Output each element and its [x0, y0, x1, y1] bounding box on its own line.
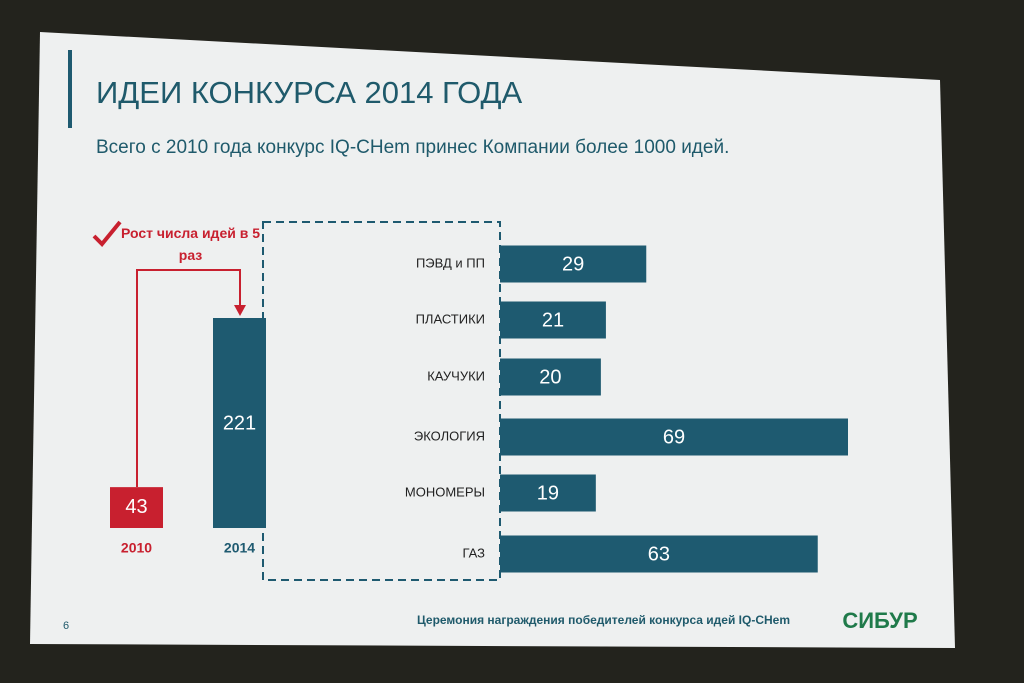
title-accent: [68, 50, 72, 128]
data-label: 63: [648, 543, 670, 565]
title: ИДЕИ КОНКУРСА 2014 ГОДА: [96, 75, 523, 110]
bar: [500, 535, 818, 573]
bar: [500, 418, 848, 456]
data-label: 43: [125, 496, 147, 518]
category-label: 2010: [121, 540, 152, 556]
bar: [110, 487, 163, 528]
data-label: 20: [539, 366, 561, 388]
dashed-box: [262, 221, 501, 581]
bar: [500, 301, 606, 339]
category-label: ГАЗ: [462, 545, 485, 560]
check-mark: [92, 220, 122, 247]
category-label: ЭКОЛОГИЯ: [414, 428, 485, 443]
bar: [213, 318, 266, 528]
data-label: 69: [663, 426, 685, 448]
logo: СИБУР: [842, 608, 917, 633]
category-label: МОНОМЕРЫ: [405, 484, 485, 499]
category-label: КАУЧУКИ: [427, 368, 485, 383]
data-label: 29: [562, 253, 584, 275]
footer: Церемония награждения победителей конкур…: [417, 613, 790, 627]
bar: [500, 358, 601, 396]
bar: [500, 474, 596, 512]
category-label: ПЭВД и ПП: [416, 255, 485, 270]
arrow: [136, 269, 241, 487]
bar: [500, 245, 647, 283]
data-label: 19: [537, 482, 559, 504]
arrow-head: [234, 305, 246, 316]
category-label: ПЛАСТИКИ: [416, 311, 485, 326]
page-number: 6: [63, 620, 69, 632]
data-label: 21: [542, 309, 564, 331]
annotation: Рост числа идей в 5 раз: [120, 225, 261, 263]
subtitle: Всего с 2010 года конкурс IQ-CHem принес…: [96, 137, 729, 158]
data-label: 221: [223, 412, 256, 434]
category-label: 2014: [224, 540, 255, 556]
